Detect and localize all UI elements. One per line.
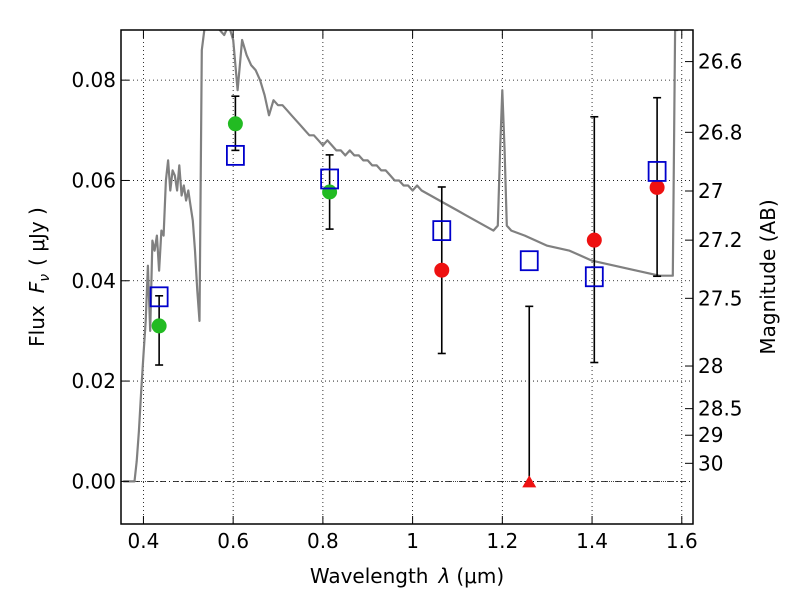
x-tick-label: 1.4 — [576, 529, 608, 553]
x-tick-label: 0.6 — [217, 529, 249, 553]
measurement-point — [434, 262, 450, 278]
upper-limit-marker — [522, 475, 537, 488]
x-tick-label: 1.6 — [666, 529, 698, 553]
y2-axis: 26.6 26.8 27 27.2 27.5 28 28.529 30 — [685, 50, 743, 475]
model-spectrum-line — [123, 30, 679, 483]
y2-tick-label: 27.2 — [698, 228, 743, 252]
y2-tick-label: 26.8 — [698, 120, 743, 144]
y-tick-label: 0.08 — [71, 68, 116, 92]
x-tick-label: 1.2 — [486, 529, 518, 553]
y-tick-label: 0.00 — [71, 469, 116, 493]
measurement-point — [649, 179, 665, 195]
y-tick-label: 0.04 — [71, 269, 116, 293]
model-photometry-point — [647, 161, 667, 182]
y2-tick-label: 28.5 — [698, 397, 743, 421]
model-spectrum — [123, 30, 679, 483]
y2-tick-label: 26.6 — [698, 50, 743, 74]
x-axis: 0.4 0.6 0.8 1 1.2 1.4 1.6 — [128, 30, 698, 553]
y2-tick-label: 29 — [698, 423, 723, 447]
y-axis-label: FluxFν( μJy ) — [25, 207, 53, 347]
x-tick-label: 0.4 — [128, 529, 160, 553]
model-photometry-point — [320, 168, 340, 190]
grid — [121, 30, 693, 524]
y2-tick-label: 27 — [698, 179, 723, 203]
model-photometry-point — [432, 220, 452, 242]
y2-tick-label: 27.5 — [698, 286, 743, 310]
model-photometry-point — [149, 286, 169, 308]
y2-tick-label: 28 — [698, 354, 723, 378]
y-tick-label: 0.06 — [71, 168, 116, 192]
model-photometry-point — [225, 144, 245, 166]
y2-axis-label: Magnitude (AB) — [756, 199, 780, 354]
model-photometry — [149, 144, 667, 308]
error-bars — [155, 95, 662, 482]
model-photometry-point — [584, 266, 604, 288]
measurement-point — [586, 232, 602, 248]
y-axis: 0.00 0.02 0.04 0.06 0.08 — [71, 68, 129, 493]
y2-tick-label: 30 — [698, 451, 723, 475]
plot-frame — [120, 29, 694, 525]
data-points — [151, 116, 665, 488]
detection-point — [151, 318, 167, 334]
x-tick-label: 1 — [406, 529, 419, 553]
detection-point — [322, 184, 338, 200]
x-tick-label: 0.8 — [307, 529, 339, 553]
y-tick-label: 0.02 — [71, 369, 116, 393]
x-axis-label: Wavelength λ (μm) — [310, 564, 504, 588]
detection-point — [227, 116, 243, 132]
model-photometry-point — [519, 250, 539, 272]
